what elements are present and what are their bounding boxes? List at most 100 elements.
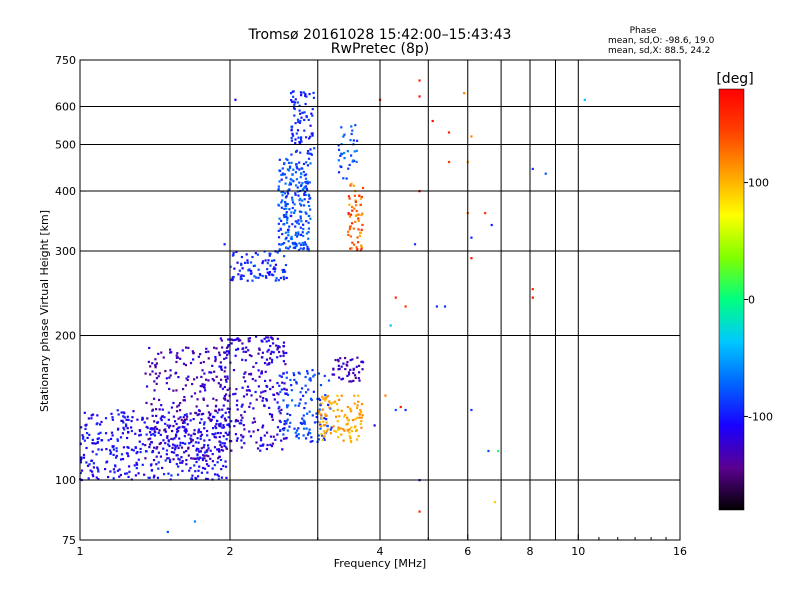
data-point <box>150 440 153 444</box>
data-point <box>306 370 309 373</box>
data-point <box>276 346 279 349</box>
data-point <box>94 442 97 445</box>
data-point <box>322 420 325 423</box>
data-point <box>249 435 253 438</box>
data-point <box>302 243 305 246</box>
data-point <box>283 388 286 391</box>
data-point <box>496 449 500 453</box>
data-point <box>309 135 312 138</box>
data-point <box>254 379 257 382</box>
data-point <box>240 255 244 259</box>
data-point <box>262 390 265 393</box>
data-point <box>227 423 230 426</box>
data-point <box>172 401 175 405</box>
data-point <box>218 423 221 426</box>
data-point <box>298 168 301 171</box>
data-point <box>157 431 160 434</box>
data-point <box>153 420 156 423</box>
data-point <box>333 429 336 432</box>
data-point <box>103 467 107 471</box>
data-point <box>97 437 100 440</box>
data-point <box>217 448 221 451</box>
data-point <box>220 445 223 448</box>
data-point <box>350 380 353 383</box>
data-point <box>214 432 217 435</box>
data-point <box>291 179 294 182</box>
data-point <box>87 417 90 420</box>
data-point <box>235 250 238 253</box>
data-point <box>304 211 307 214</box>
data-point <box>193 429 196 432</box>
data-point <box>320 434 324 437</box>
data-point <box>297 219 300 222</box>
data-point <box>196 398 199 401</box>
data-point <box>189 361 193 365</box>
data-point <box>329 401 332 405</box>
data-point <box>185 428 188 431</box>
data-point <box>222 464 225 468</box>
data-point <box>347 212 350 216</box>
data-point <box>167 472 170 475</box>
data-point <box>326 424 329 428</box>
data-point <box>294 171 298 174</box>
data-point <box>164 442 167 445</box>
data-point <box>130 448 134 451</box>
data-point <box>134 432 137 435</box>
data-point <box>260 339 263 342</box>
data-point <box>297 222 300 225</box>
data-point <box>323 374 326 378</box>
data-point <box>243 428 246 431</box>
data-point <box>220 448 223 452</box>
data-point <box>343 415 346 418</box>
data-point <box>361 186 365 190</box>
data-point <box>305 95 308 98</box>
data-point <box>231 277 234 280</box>
data-point <box>288 425 291 428</box>
data-point <box>157 352 160 355</box>
data-point <box>222 435 225 438</box>
data-point <box>183 399 186 402</box>
data-point <box>187 454 190 457</box>
data-point <box>285 392 288 395</box>
data-point <box>219 431 222 435</box>
data-point <box>224 393 228 396</box>
data-point <box>276 251 279 254</box>
data-point <box>272 342 275 345</box>
data-point <box>299 217 302 220</box>
data-point <box>340 378 343 381</box>
data-point <box>160 351 163 354</box>
data-point <box>307 157 311 160</box>
data-point <box>285 376 288 379</box>
data-point <box>80 457 83 460</box>
data-point <box>322 435 326 438</box>
data-point <box>308 214 311 218</box>
data-point <box>283 423 286 426</box>
x-tick-label: 4 <box>377 545 384 558</box>
data-point <box>311 414 314 417</box>
data-point <box>183 451 186 454</box>
data-point <box>280 219 283 222</box>
data-point <box>182 362 186 365</box>
data-point <box>282 213 286 217</box>
data-point <box>304 94 307 97</box>
y-tick-label: 750 <box>55 54 76 67</box>
data-point <box>282 354 285 357</box>
data-point <box>200 471 203 474</box>
data-point <box>96 414 99 417</box>
data-point <box>282 268 286 272</box>
data-point <box>177 446 180 450</box>
data-point <box>340 152 343 155</box>
data-point <box>111 416 114 419</box>
data-point <box>199 437 202 441</box>
data-point <box>135 452 138 455</box>
data-point <box>302 234 305 238</box>
phase-header: Phase <box>630 26 657 36</box>
data-point <box>214 358 217 361</box>
data-point <box>265 336 268 339</box>
data-point <box>195 447 199 450</box>
data-point <box>291 173 294 176</box>
data-point <box>189 466 192 470</box>
data-point <box>280 173 283 176</box>
data-point <box>204 350 208 354</box>
